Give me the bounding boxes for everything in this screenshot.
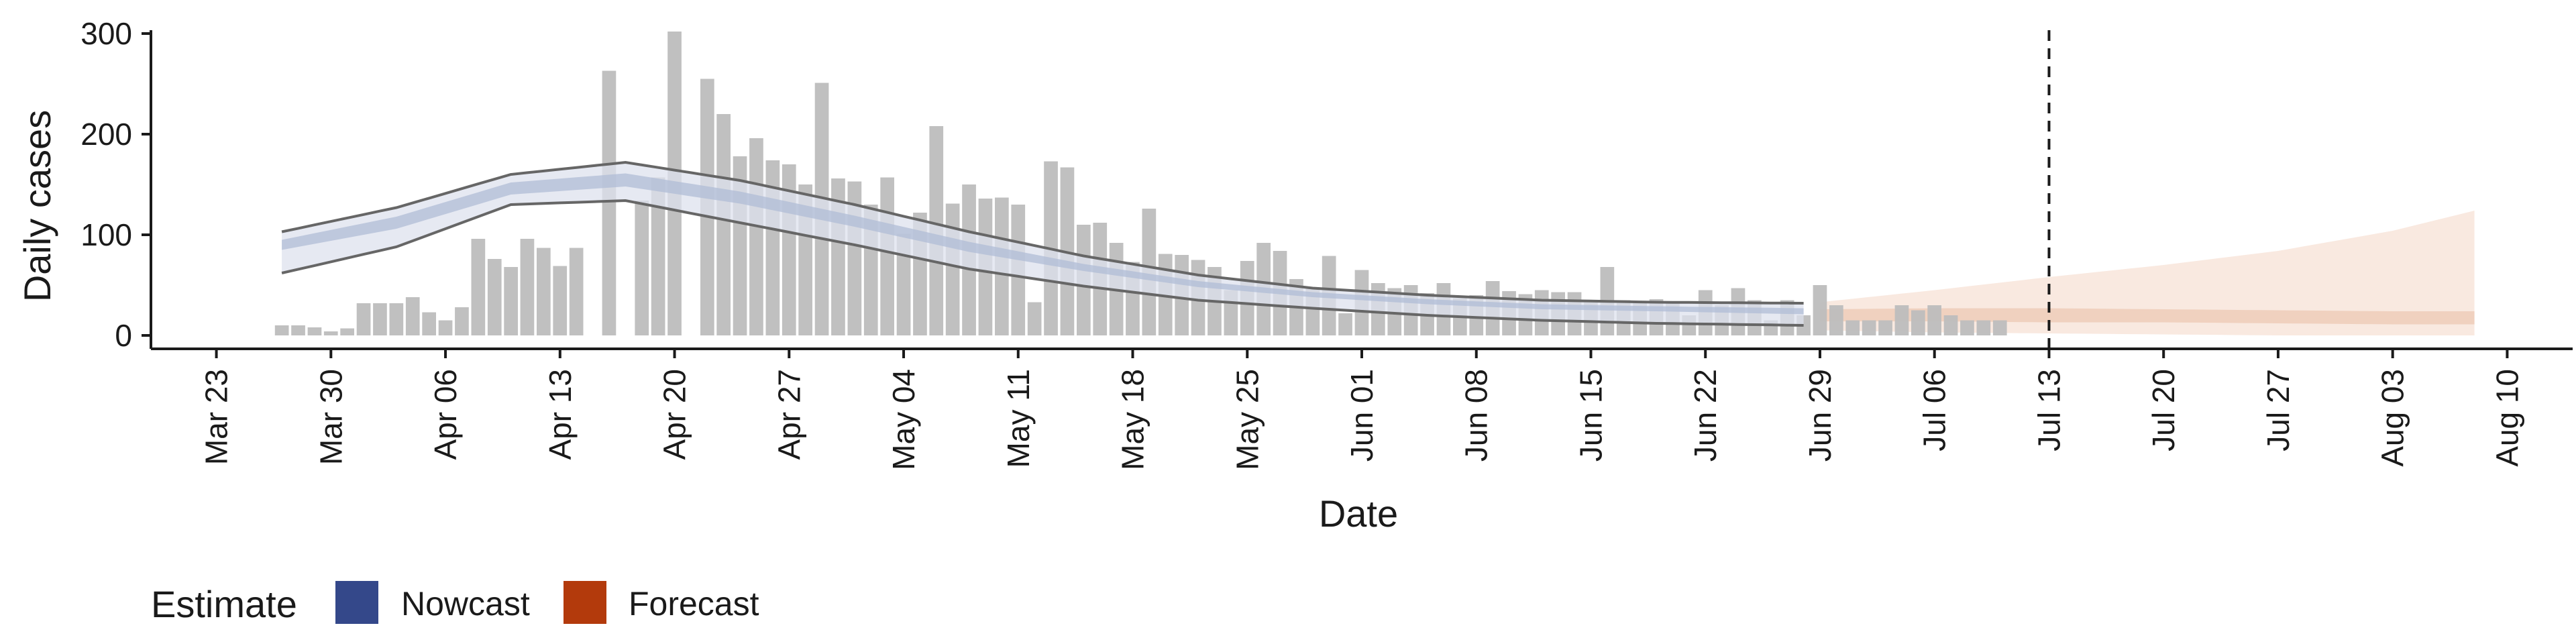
daily-case-bar — [1862, 320, 1876, 335]
daily-case-bar — [1976, 320, 1991, 335]
daily-case-bar — [569, 248, 584, 335]
x-tick-label: Jun 08 — [1459, 369, 1494, 462]
daily-case-bar — [716, 114, 731, 335]
x-tick-label: Apr 06 — [428, 369, 463, 460]
daily-case-bar — [1943, 315, 1958, 335]
x-axis-title: Date — [1319, 492, 1398, 535]
x-tick-label: Apr 13 — [543, 369, 578, 460]
nowcast-band-90 — [282, 162, 1804, 325]
legend-label-nowcast: Nowcast — [401, 585, 530, 623]
nowcast-upper-bound-line — [281, 160, 1804, 305]
daily-case-bar — [307, 327, 322, 335]
daily-case-bar — [880, 177, 894, 335]
y-axis-title: Daily cases — [16, 110, 58, 302]
daily-case-bar — [1338, 313, 1352, 335]
x-tick-label: Jun 22 — [1688, 369, 1723, 462]
daily-case-bar — [1878, 320, 1892, 335]
legend-swatch-nowcast — [335, 581, 378, 624]
daily-case-bar — [651, 177, 665, 335]
x-tick-label: Aug 03 — [2375, 369, 2410, 467]
x-tick-label: Apr 20 — [657, 369, 692, 460]
nowcast-lower-bound-line — [281, 199, 1804, 327]
daily-case-bar — [373, 303, 387, 335]
y-tick-label: 300 — [80, 16, 132, 51]
legend-label-forecast: Forecast — [629, 585, 759, 623]
x-tick-label: Jun 29 — [1803, 369, 1837, 462]
daily-case-bar — [438, 320, 453, 335]
daily-case-bar — [471, 239, 486, 335]
daily-case-bar — [749, 138, 763, 335]
x-tick-label: Jun 15 — [1574, 369, 1609, 462]
daily-case-bar — [1027, 302, 1042, 335]
x-tick-label: May 18 — [1116, 369, 1150, 470]
y-tick-label: 0 — [115, 318, 132, 353]
axes: 0 100 200 300 Mar 23 Mar 30 Apr 06 Apr 13 Apr 20… — [80, 16, 2573, 470]
daily-case-bar — [1927, 305, 1941, 335]
daily-case-bar — [422, 312, 436, 335]
x-tick-label: Apr 27 — [771, 369, 806, 460]
x-tick-label: May 11 — [1001, 369, 1036, 468]
x-tick-label: Mar 30 — [313, 369, 348, 465]
daily-case-bar — [389, 303, 404, 335]
daily-case-bar — [602, 70, 616, 335]
x-tick-label: Jul 06 — [1917, 369, 1952, 451]
daily-case-bar — [1960, 320, 1974, 335]
legend-swatch-forecast — [564, 581, 606, 624]
daily-case-bar — [487, 259, 502, 335]
daily-case-bar — [504, 267, 518, 335]
y-tick-label: 200 — [80, 117, 132, 152]
daily-case-bar — [1813, 285, 1827, 335]
forecast-band-90 — [1820, 211, 2475, 335]
x-tick-label: May 25 — [1230, 369, 1265, 470]
daily-case-bar — [323, 331, 338, 335]
daily-case-bar — [1894, 305, 1909, 335]
daily-case-bar — [356, 303, 371, 335]
legend: Estimate Nowcast Forecast — [151, 581, 759, 625]
daily-case-bar — [1829, 305, 1843, 335]
x-tick-label: Jun 01 — [1344, 369, 1379, 462]
daily-case-bar — [520, 239, 535, 335]
daily-case-bar — [1845, 320, 1860, 335]
x-tick-label: Aug 10 — [2489, 369, 2524, 467]
daily-case-bar — [1992, 320, 2007, 335]
plot-area — [274, 30, 2475, 349]
daily-case-bar — [1911, 310, 1925, 335]
daily-case-bar — [405, 297, 420, 335]
daily-case-bar — [553, 266, 568, 335]
x-tick-label: Jul 20 — [2146, 369, 2181, 451]
daily-case-bar — [537, 248, 551, 335]
daily-case-bar — [340, 328, 354, 335]
daily-case-bar — [896, 233, 911, 335]
daily-case-bar — [455, 307, 469, 335]
x-tick-label: Mar 23 — [199, 369, 234, 465]
y-tick-label: 100 — [80, 217, 132, 252]
daily-case-bar — [945, 203, 960, 335]
daily-case-bar — [635, 201, 649, 335]
daily-case-bar — [291, 325, 305, 335]
x-tick-label: May 04 — [886, 369, 921, 470]
legend-title: Estimate — [151, 583, 297, 625]
x-tick-label: Jul 27 — [2261, 369, 2296, 451]
daily-case-bar — [274, 325, 289, 335]
x-tick-label: Jul 13 — [2032, 369, 2067, 451]
